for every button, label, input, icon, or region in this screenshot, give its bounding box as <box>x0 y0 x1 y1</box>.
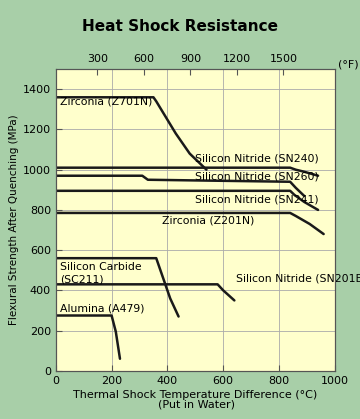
Text: Heat Shock Resistance: Heat Shock Resistance <box>82 19 278 34</box>
Text: Silicon Nitride (SN241): Silicon Nitride (SN241) <box>195 194 319 204</box>
Text: Silicon Nitride (SN240): Silicon Nitride (SN240) <box>195 154 319 164</box>
Text: Silicon Nitride (SN201B): Silicon Nitride (SN201B) <box>236 274 360 284</box>
Text: (°F): (°F) <box>338 59 358 69</box>
Text: Silicon Carbide
(SC211): Silicon Carbide (SC211) <box>60 262 141 284</box>
Text: Silicon Nitride (SN260): Silicon Nitride (SN260) <box>195 172 319 182</box>
Text: Alumina (A479): Alumina (A479) <box>60 303 144 313</box>
Text: Zirconia (Z701N): Zirconia (Z701N) <box>60 96 152 106</box>
X-axis label: Thermal Shock Temperature Difference (°C): Thermal Shock Temperature Difference (°C… <box>73 390 318 400</box>
Text: Zirconia (Z201N): Zirconia (Z201N) <box>162 216 254 226</box>
Text: (Put in Water): (Put in Water) <box>158 400 235 410</box>
Y-axis label: Flexural Strength After Quenching (MPa): Flexural Strength After Quenching (MPa) <box>9 115 19 325</box>
